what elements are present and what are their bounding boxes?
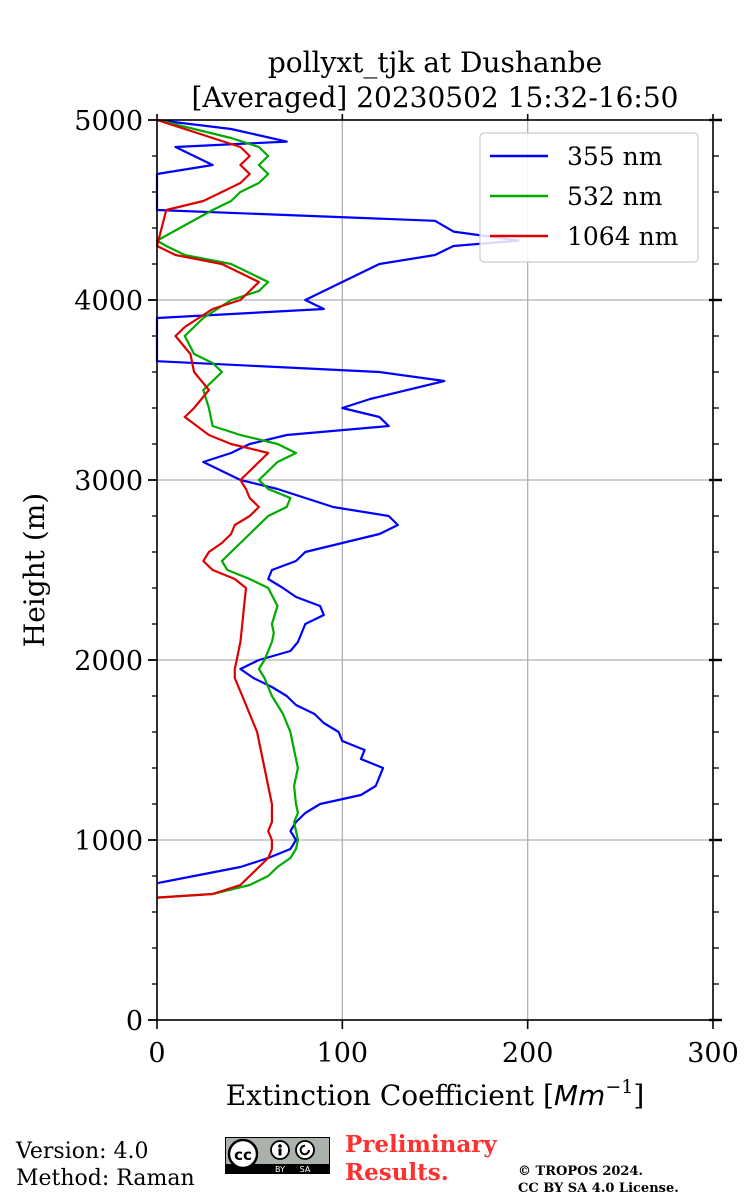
y-tick-label: 1000 xyxy=(74,826,143,857)
y-tick-label: 0 xyxy=(126,1006,143,1037)
cc-icon xyxy=(227,1138,259,1170)
grid-lines xyxy=(157,120,713,1020)
y-tick-label: 3000 xyxy=(74,466,143,497)
sa-icon xyxy=(295,1140,315,1160)
x-axis-label-end: ] xyxy=(633,1079,644,1112)
x-axis-label-text: Extinction Coefficient [ xyxy=(226,1079,554,1112)
cc-badge-text: cc xyxy=(234,1146,252,1164)
version-text: Version: 4.0 xyxy=(16,1139,149,1164)
series-lines xyxy=(155,118,520,899)
series-line-355nm xyxy=(155,118,520,885)
y-axis-label: Height (m) xyxy=(18,493,51,647)
by-label: BY xyxy=(275,1165,285,1174)
cc-by-sa-license-badge: cc BY SA xyxy=(225,1137,330,1174)
legend-label-1064nm: 1064 nm xyxy=(567,222,679,251)
chart-title-line1: pollyxt_tjk at Dushanbe xyxy=(268,46,602,79)
x-axis-label-unit: Mm xyxy=(554,1079,605,1112)
y-tick-label: 2000 xyxy=(74,646,143,677)
x-axis-label-exponent: −1 xyxy=(605,1076,633,1098)
axis-ticks xyxy=(148,114,722,1029)
sa-label: SA xyxy=(300,1165,311,1174)
x-tick-label: 200 xyxy=(502,1038,554,1069)
y-tick-label: 5000 xyxy=(74,106,143,137)
copyright-line2: CC BY SA 4.0 License. xyxy=(518,1181,679,1196)
copyright-line1: © TROPOS 2024. xyxy=(518,1164,644,1179)
series-line-1064nm xyxy=(155,118,273,899)
legend-box xyxy=(479,132,699,263)
method-text: Method: Raman xyxy=(16,1166,195,1191)
x-tick-label: 0 xyxy=(148,1038,165,1069)
y-tick-labels: 0 1000 2000 3000 4000 5000 xyxy=(74,106,143,1037)
series-line-532nm xyxy=(155,118,299,899)
plot-frame xyxy=(156,119,714,1021)
preliminary-text-line2: Results. xyxy=(345,1159,449,1186)
x-tick-label: 300 xyxy=(687,1038,739,1069)
preliminary-text-line1: Preliminary xyxy=(345,1131,497,1158)
x-axis-label: Extinction Coefficient [Mm−1] xyxy=(226,1076,645,1112)
chart-title-line2: [Averaged] 20230502 15:32-16:50 xyxy=(192,81,679,114)
y-tick-label: 4000 xyxy=(74,286,143,317)
x-tick-label: 100 xyxy=(317,1038,369,1069)
legend: 355 nm 532 nm 1064 nm xyxy=(479,132,699,263)
legend-label-355nm: 355 nm xyxy=(567,142,663,171)
legend-label-532nm: 532 nm xyxy=(567,182,663,211)
extinction-profile-chart: pollyxt_tjk at Dushanbe [Averaged] 20230… xyxy=(18,46,739,1112)
x-tick-labels: 0 100 200 300 xyxy=(148,1038,738,1069)
